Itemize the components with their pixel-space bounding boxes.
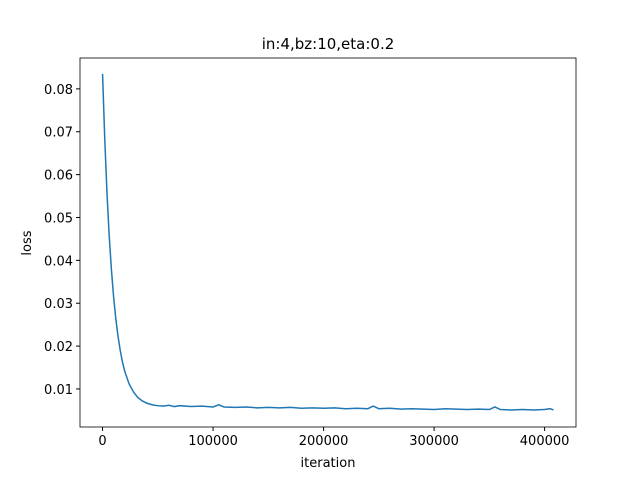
y-tick-label: 0.01 [44, 383, 73, 398]
x-tick-label: 400000 [520, 434, 570, 449]
y-tick-label: 0.05 [44, 211, 73, 226]
x-tick-label: 100000 [188, 434, 238, 449]
y-axis-label: loss [20, 230, 35, 255]
chart-title: in:4,bz:10,eta:0.2 [262, 35, 395, 53]
y-tick-label: 0.07 [44, 126, 73, 141]
x-axis-label: iteration [301, 456, 356, 471]
y-tick-label: 0.03 [44, 297, 73, 312]
y-tick-label: 0.02 [44, 340, 73, 355]
y-tick-label: 0.08 [44, 83, 73, 98]
y-tick-label: 0.06 [44, 169, 73, 184]
x-tick-label: 200000 [299, 434, 349, 449]
axes-frame [79, 57, 577, 428]
loss-line [101, 73, 554, 411]
y-tick-label: 0.04 [44, 254, 73, 269]
x-tick-label: 300000 [409, 434, 459, 449]
x-tick-label: 0 [98, 434, 106, 449]
